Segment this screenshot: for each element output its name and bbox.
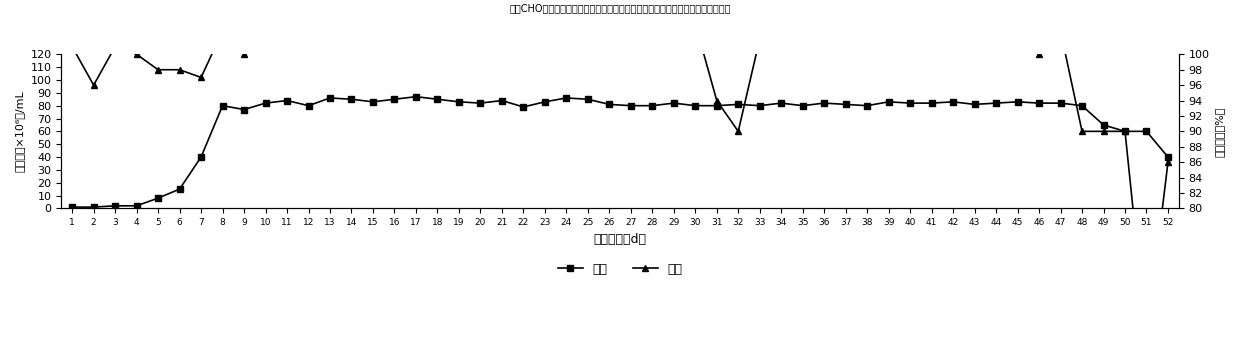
Legend: 密度, 活率: 密度, 活率: [553, 258, 687, 281]
Y-axis label: 细胞密度×10⁶个/mL: 细胞密度×10⁶个/mL: [15, 90, 25, 172]
Y-axis label: 细胞活率（%）: 细胞活率（%）: [1215, 106, 1225, 157]
活率: [150, 68, 165, 72]
X-axis label: 培养时间（d）: 培养时间（d）: [594, 233, 646, 246]
密度: [1096, 123, 1111, 127]
密度: [1161, 155, 1176, 159]
活率: [472, 6, 487, 10]
活率: [1140, 337, 1154, 341]
Text: 重组CHO细胞高密度灌注培养生产人促卵泡素的方法和培养基及人促卵泡素的应用: 重组CHO细胞高密度灌注培养生产人促卵泡素的方法和培养基及人促卵泡素的应用: [510, 3, 730, 13]
活率: [1161, 160, 1176, 164]
密度: [64, 205, 79, 209]
活率: [753, 37, 768, 41]
Line: 密度: 密度: [69, 94, 1171, 210]
密度: [150, 196, 165, 200]
活率: [795, 0, 810, 2]
活率: [64, 45, 79, 49]
密度: [753, 104, 768, 108]
密度: [472, 101, 487, 105]
密度: [408, 95, 423, 99]
Line: 活率: 活率: [69, 0, 1171, 342]
密度: [795, 104, 810, 108]
密度: [601, 102, 616, 106]
